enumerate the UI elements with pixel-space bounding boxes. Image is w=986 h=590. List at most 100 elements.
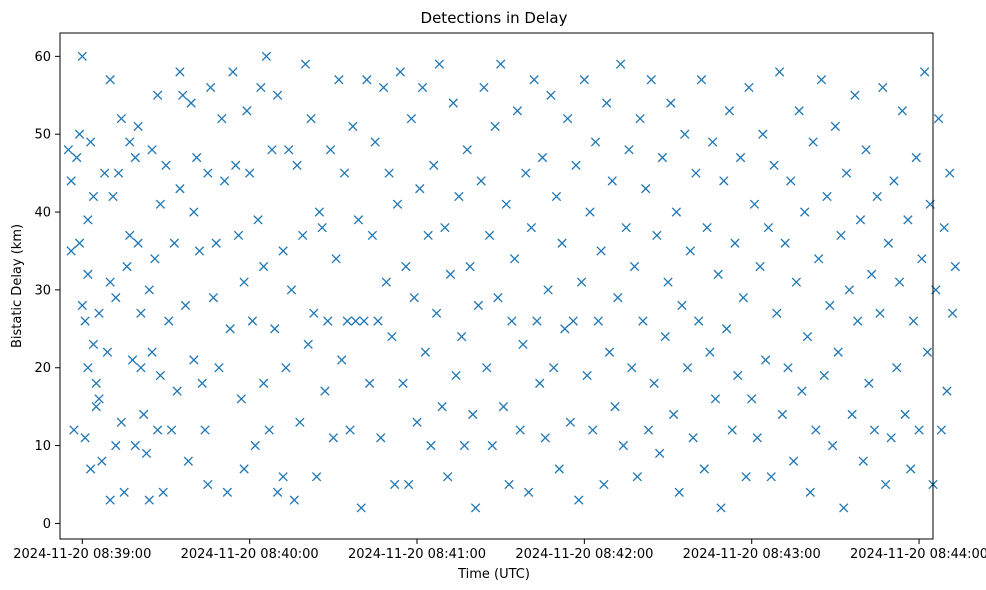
data-point-298 bbox=[816, 75, 827, 85]
data-point-119 bbox=[317, 222, 327, 233]
data-point-208 bbox=[565, 417, 576, 427]
data-point-249 bbox=[680, 129, 690, 139]
data-point-165 bbox=[445, 269, 456, 279]
data-point-32 bbox=[116, 113, 127, 124]
data-point-58 bbox=[164, 316, 174, 326]
data-point-326 bbox=[894, 277, 905, 287]
data-point-133 bbox=[356, 503, 366, 513]
data-point-177 bbox=[479, 82, 489, 93]
data-point-295 bbox=[808, 137, 818, 147]
data-point-207 bbox=[562, 113, 573, 124]
data-point-105 bbox=[278, 246, 288, 256]
data-point-50 bbox=[147, 347, 157, 357]
data-point-269 bbox=[735, 152, 746, 163]
data-point-120 bbox=[320, 386, 330, 396]
data-point-293 bbox=[802, 331, 813, 342]
data-point-46 bbox=[141, 448, 152, 459]
data-point-276 bbox=[755, 261, 765, 272]
data-point-201 bbox=[546, 90, 556, 100]
data-point-149 bbox=[401, 261, 411, 272]
data-point-131 bbox=[350, 316, 361, 326]
data-point-189 bbox=[512, 106, 523, 116]
data-point-345 bbox=[947, 308, 958, 318]
data-point-204 bbox=[554, 464, 564, 474]
data-point-244 bbox=[666, 98, 676, 108]
y-tick-label-0: 0 bbox=[43, 517, 51, 532]
data-point-246 bbox=[671, 207, 682, 217]
data-point-342 bbox=[939, 222, 949, 233]
x-tick-label-3: 2024-11-20 08:42:00 bbox=[515, 547, 653, 562]
data-point-248 bbox=[677, 300, 687, 311]
data-point-341 bbox=[936, 425, 947, 435]
data-point-286 bbox=[783, 363, 793, 373]
y-tick-label-4: 40 bbox=[34, 206, 51, 221]
chart-title: Detections in Delay bbox=[421, 9, 568, 27]
data-point-292 bbox=[800, 207, 810, 217]
data-point-49 bbox=[147, 145, 157, 155]
data-point-290 bbox=[794, 106, 804, 116]
data-point-237 bbox=[646, 75, 656, 85]
data-point-172 bbox=[465, 261, 475, 272]
data-point-233 bbox=[635, 113, 645, 124]
data-point-168 bbox=[454, 191, 464, 202]
data-point-48 bbox=[144, 495, 154, 505]
data-point-11 bbox=[83, 215, 93, 225]
data-point-238 bbox=[649, 378, 659, 388]
data-point-91 bbox=[245, 168, 255, 178]
data-point-161 bbox=[434, 59, 444, 69]
data-point-260 bbox=[710, 394, 721, 404]
data-point-346 bbox=[950, 261, 960, 272]
data-point-62 bbox=[175, 67, 185, 77]
data-point-132 bbox=[353, 215, 364, 225]
data-point-273 bbox=[747, 394, 757, 404]
data-point-87 bbox=[236, 394, 246, 404]
data-point-130 bbox=[348, 121, 358, 132]
data-point-159 bbox=[429, 160, 439, 170]
data-point-266 bbox=[727, 425, 737, 435]
data-point-215 bbox=[585, 207, 595, 217]
data-point-101 bbox=[270, 324, 280, 334]
data-point-72 bbox=[197, 378, 207, 388]
data-point-274 bbox=[749, 199, 760, 209]
data-point-282 bbox=[772, 308, 782, 318]
data-point-89 bbox=[239, 464, 249, 474]
data-point-224 bbox=[610, 402, 620, 412]
data-point-182 bbox=[493, 293, 503, 303]
y-tick-label-1: 10 bbox=[34, 439, 51, 454]
data-point-5 bbox=[74, 129, 85, 139]
x-tick-label-1: 2024-11-20 08:40:00 bbox=[181, 547, 319, 562]
data-point-199 bbox=[540, 433, 550, 443]
data-point-121 bbox=[323, 316, 333, 326]
data-point-200 bbox=[543, 285, 553, 295]
data-point-336 bbox=[922, 347, 933, 357]
data-point-275 bbox=[752, 433, 762, 443]
data-point-171 bbox=[462, 145, 472, 155]
data-point-64 bbox=[178, 90, 188, 100]
data-point-96 bbox=[258, 261, 269, 272]
data-point-74 bbox=[203, 168, 213, 178]
data-point-312 bbox=[855, 215, 866, 225]
data-point-126 bbox=[337, 355, 347, 365]
data-point-128 bbox=[342, 316, 352, 326]
data-point-157 bbox=[423, 230, 433, 241]
data-point-36 bbox=[125, 137, 135, 147]
data-point-328 bbox=[900, 409, 910, 420]
data-point-110 bbox=[292, 160, 302, 170]
data-point-77 bbox=[208, 293, 219, 303]
data-point-311 bbox=[853, 316, 863, 326]
data-point-45 bbox=[139, 409, 149, 420]
data-point-316 bbox=[866, 269, 877, 279]
data-point-245 bbox=[668, 409, 679, 420]
data-point-152 bbox=[409, 293, 419, 303]
data-point-122 bbox=[325, 145, 336, 155]
data-point-190 bbox=[515, 425, 525, 435]
data-point-229 bbox=[624, 145, 634, 155]
data-point-139 bbox=[373, 316, 383, 326]
data-point-256 bbox=[699, 464, 709, 474]
data-point-209 bbox=[568, 316, 578, 326]
data-point-143 bbox=[384, 168, 394, 178]
data-point-228 bbox=[621, 222, 631, 233]
data-point-160 bbox=[431, 308, 442, 318]
data-point-78 bbox=[211, 238, 221, 248]
data-point-106 bbox=[281, 363, 291, 373]
